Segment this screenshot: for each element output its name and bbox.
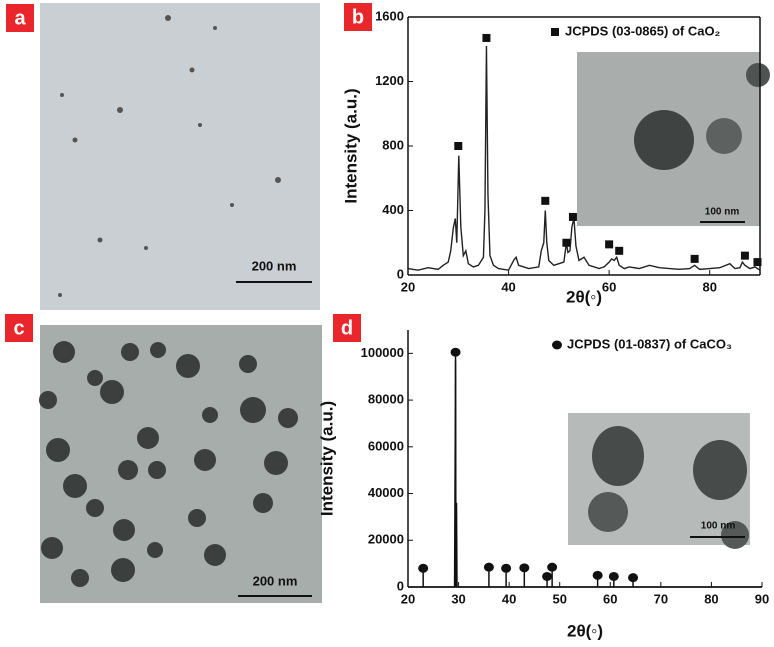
marker bbox=[605, 240, 614, 249]
x-tick-label: 40 bbox=[502, 591, 516, 606]
marker bbox=[547, 562, 558, 572]
marker bbox=[519, 563, 530, 573]
marker bbox=[483, 562, 494, 572]
marker bbox=[753, 258, 762, 267]
tem-image-a: 200 nm bbox=[40, 3, 320, 310]
x-tick-label: 40 bbox=[501, 279, 515, 294]
marker bbox=[454, 142, 463, 150]
legend-marker bbox=[551, 28, 559, 36]
x-tick-label: 30 bbox=[451, 591, 465, 606]
y-tick-label: 1200 bbox=[375, 73, 404, 88]
x-tick-label: 90 bbox=[755, 591, 769, 606]
inset-scale-label: 100 nm bbox=[701, 521, 736, 532]
marker bbox=[615, 246, 624, 255]
marker bbox=[608, 571, 619, 581]
x-axis-label: 2θ(◦) bbox=[567, 621, 603, 640]
y-axis-label: Intensity (a.u.) bbox=[317, 401, 336, 516]
marker bbox=[542, 571, 553, 581]
marker bbox=[562, 238, 571, 247]
marker bbox=[568, 212, 577, 221]
inset-scale-label: 100 nm bbox=[705, 207, 740, 218]
inset-image-d bbox=[568, 413, 750, 549]
x-tick-label: 70 bbox=[654, 591, 668, 606]
scale-bar-label: 200 nm bbox=[253, 573, 298, 588]
y-tick-label: 20000 bbox=[368, 532, 404, 547]
panel-label: a bbox=[14, 7, 26, 29]
marker bbox=[541, 196, 550, 205]
panel-label: c bbox=[13, 317, 24, 339]
tem-image-c: 200 nm bbox=[39, 325, 322, 603]
marker bbox=[628, 573, 639, 583]
y-tick-label: 0 bbox=[397, 578, 404, 593]
x-axis-label: 2θ(◦) bbox=[566, 287, 602, 306]
y-tick-label: 40000 bbox=[368, 485, 404, 500]
x-tick-label: 60 bbox=[602, 279, 616, 294]
x-tick-label: 80 bbox=[704, 591, 718, 606]
x-tick-label: 80 bbox=[702, 279, 716, 294]
scale-bar-label: 200 nm bbox=[252, 258, 297, 273]
legend-marker bbox=[552, 340, 562, 350]
x-tick-label: 50 bbox=[552, 591, 566, 606]
inset-image-b bbox=[577, 52, 770, 226]
legend-label: JCPDS (03-0865) of CaO₂ bbox=[565, 23, 721, 38]
marker bbox=[690, 254, 699, 263]
y-tick-label: 100000 bbox=[361, 345, 404, 360]
marker bbox=[740, 251, 749, 260]
x-tick-label: 60 bbox=[603, 591, 617, 606]
xrd-line bbox=[407, 46, 761, 271]
marker bbox=[418, 563, 429, 573]
y-tick-label: 400 bbox=[382, 202, 404, 217]
panel-label: b bbox=[352, 6, 364, 28]
x-tick-label: 20 bbox=[401, 591, 415, 606]
y-axis-label: Intensity (a.u.) bbox=[341, 88, 360, 203]
marker bbox=[450, 347, 461, 357]
marker bbox=[482, 33, 491, 42]
panel-label: d bbox=[341, 317, 353, 339]
x-tick-label: 20 bbox=[401, 279, 415, 294]
marker bbox=[501, 563, 512, 573]
y-tick-label: 0 bbox=[397, 266, 404, 281]
y-tick-label: 60000 bbox=[368, 438, 404, 453]
y-tick-label: 1600 bbox=[375, 8, 404, 23]
y-tick-label: 80000 bbox=[368, 392, 404, 407]
legend-label: JCPDS (01-0837) of CaCO₃ bbox=[567, 336, 732, 351]
y-tick-label: 800 bbox=[382, 137, 404, 152]
marker bbox=[592, 570, 603, 580]
